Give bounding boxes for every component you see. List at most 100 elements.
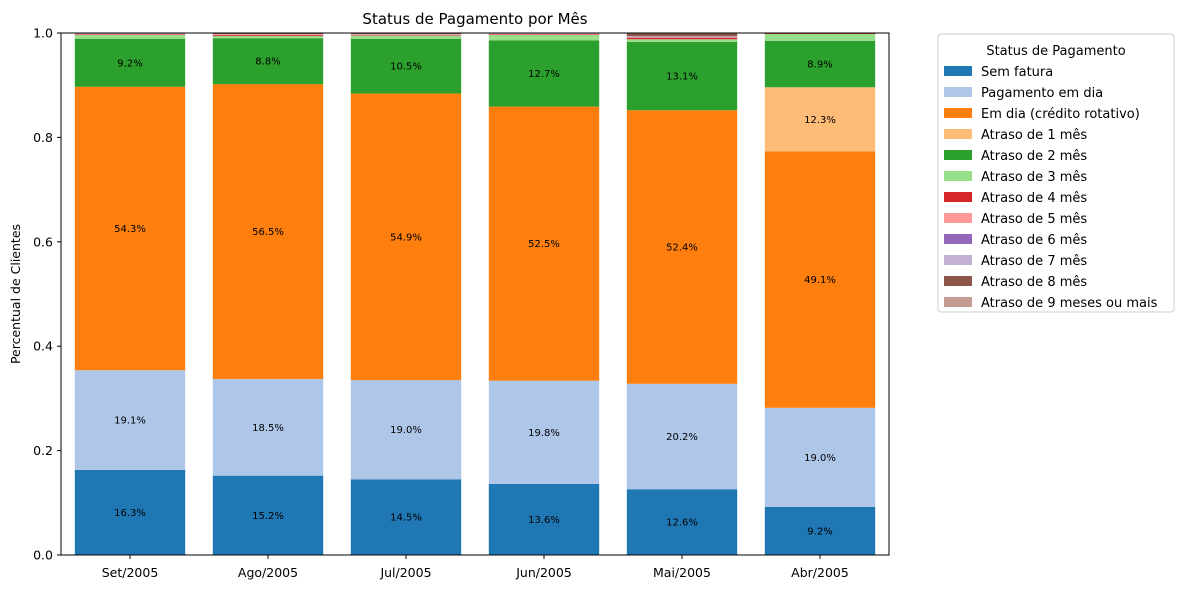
legend-entry: Atraso de 1 mês — [981, 128, 1087, 143]
legend-swatch — [944, 171, 972, 181]
bar-segment — [74, 35, 186, 39]
bar-segment — [626, 36, 738, 37]
bar-segment — [74, 370, 186, 470]
bar-value-label: 49.1% — [804, 275, 836, 286]
bar-segment — [626, 39, 738, 42]
bar-segment — [350, 34, 462, 36]
bar-segment — [74, 38, 186, 87]
plot-frame — [60, 32, 890, 556]
bar-segment — [626, 36, 738, 38]
x-tick-label: Ago/2005 — [238, 565, 298, 580]
legend-swatch — [944, 192, 972, 202]
bar-segment — [626, 41, 738, 111]
bar-segment — [212, 379, 324, 476]
bar-segment — [626, 37, 738, 38]
bar-segment — [74, 33, 186, 35]
bar-value-label: 54.9% — [390, 232, 422, 243]
bar-segment — [764, 33, 876, 35]
y-tick-label: 0.8 — [33, 130, 53, 145]
bar-segment — [350, 93, 462, 381]
bar-value-label: 9.2% — [807, 526, 832, 537]
bar-value-label: 56.5% — [252, 227, 284, 238]
bar-value-label: 8.9% — [807, 60, 832, 71]
bar-value-label: 54.3% — [114, 224, 146, 235]
bar-segment — [350, 34, 462, 35]
legend-swatch — [944, 276, 972, 286]
bar-segment — [764, 151, 876, 408]
legend-swatch — [944, 297, 972, 307]
bar-segment — [626, 33, 738, 37]
bar-segment — [626, 383, 738, 490]
bar-segment — [488, 35, 600, 41]
legend-entry: Sem fatura — [981, 65, 1053, 80]
x-axis: Set/2005 Ago/2005 Jul/2005 Jun/2005 Mai/2005… — [102, 555, 849, 580]
legend-entry: Atraso de 5 mês — [981, 212, 1087, 227]
bar-value-label: 12.3% — [804, 115, 836, 126]
bar-segment — [350, 35, 462, 39]
bar-segment — [350, 38, 462, 94]
bar-value-label: 19.8% — [528, 428, 560, 439]
legend-entry: Atraso de 4 mês — [981, 191, 1087, 206]
bar-segment — [764, 34, 876, 41]
bar-segment — [626, 37, 738, 40]
bar-segment — [74, 86, 186, 371]
bar-value-label: 19.1% — [114, 416, 146, 427]
bar-segment — [212, 34, 324, 36]
bar-value-label: 19.0% — [390, 425, 422, 436]
bar-value-label: 8.8% — [255, 57, 280, 68]
bar-segment — [764, 407, 876, 507]
legend-swatch — [944, 234, 972, 244]
y-axis-label: Percentual de Clientes — [8, 224, 23, 364]
bar-segment — [626, 110, 738, 384]
legend-swatch — [944, 213, 972, 223]
bar-value-label: 52.4% — [666, 243, 698, 254]
bar-segment — [488, 106, 600, 381]
bar-value-label: 20.2% — [666, 432, 698, 443]
chart-title: Status de Pagamento por Mês — [362, 10, 587, 28]
bar-segment — [350, 380, 462, 480]
bar-value-label: 52.5% — [528, 239, 560, 250]
bar-segment — [74, 34, 186, 35]
bar-value-label: 16.3% — [114, 508, 146, 519]
legend: Status de Pagamento Sem fatura Pagamento e… — [937, 33, 1175, 313]
legend-entry: Atraso de 7 mês — [981, 254, 1087, 269]
bar-segment — [74, 34, 186, 36]
legend-swatch — [944, 66, 972, 76]
legend-entry: Pagamento em dia — [981, 86, 1103, 101]
y-tick-label: 1.0 — [33, 26, 53, 41]
bar-segment — [488, 40, 600, 107]
legend-swatch — [944, 150, 972, 160]
bar-segment — [212, 84, 324, 380]
legend-title: Status de Pagamento — [986, 44, 1125, 59]
bar-segment — [764, 506, 876, 555]
bar-segment — [626, 489, 738, 555]
bar-segment — [212, 475, 324, 555]
y-tick-label: 0.2 — [33, 443, 53, 458]
bars-group — [74, 33, 876, 555]
legend-swatch — [944, 108, 972, 118]
x-tick-label: Mai/2005 — [653, 565, 711, 580]
bar-labels-group: 16.3% 19.1% 54.3% 9.2% 15.2% 18.5% 56.5% 8.8% 14… — [114, 57, 836, 538]
bar-value-label: 19.0% — [804, 453, 836, 464]
bar-segment — [212, 35, 324, 37]
bar-segment — [350, 33, 462, 35]
x-tick-label: Set/2005 — [102, 565, 159, 580]
bar-segment — [488, 34, 600, 36]
x-tick-label: Jul/2005 — [379, 565, 431, 580]
y-tick-label: 0.0 — [33, 548, 53, 563]
bar-segment — [764, 40, 876, 88]
legend-swatch — [944, 87, 972, 97]
legend-entry: Atraso de 6 mês — [981, 233, 1087, 248]
bar-value-label: 13.6% — [528, 515, 560, 526]
y-tick-label: 0.6 — [33, 234, 53, 249]
y-tick-label: 0.4 — [33, 339, 53, 354]
bar-value-label: 15.2% — [252, 511, 284, 522]
legend-entry: Em dia (crédito rotativo) — [981, 107, 1140, 122]
bar-segment — [350, 35, 462, 36]
bar-segment — [488, 33, 600, 35]
bar-segment — [74, 469, 186, 555]
bar-segment — [350, 479, 462, 555]
bar-value-label: 12.6% — [666, 518, 698, 529]
bar-value-label: 14.5% — [390, 513, 422, 524]
legend-entry: Atraso de 3 mês — [981, 170, 1087, 185]
